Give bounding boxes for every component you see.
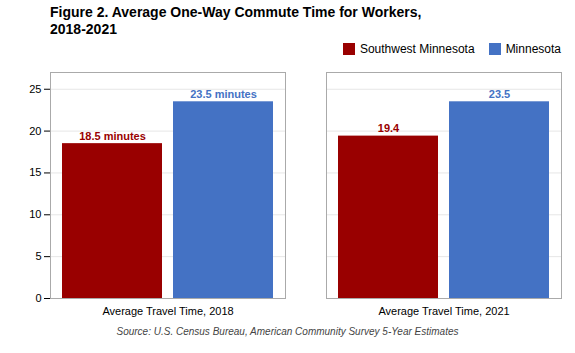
svg-text:18.5 minutes: 18.5 minutes [79,130,146,142]
svg-text:Average Travel Time, 2021: Average Travel Time, 2021 [378,305,509,317]
html-text:Minnesota: Minnesota [505,42,561,56]
html-text:Figure 2. Average One-Way Comm: Figure 2. Average One-Way Commute Time f… [50,4,422,37]
svg-text:0: 0 [35,292,41,304]
html-text:Southwest Minnesota: Southwest Minnesota [359,42,475,56]
svg-text:10: 10 [29,208,41,220]
svg-text:25: 25 [29,83,41,95]
svg-text:5: 5 [35,250,41,262]
html-text:Source: U.S. Census Bureau, Am: Source: U.S. Census Bureau, American Com… [116,326,459,337]
svg-text:Average Travel Time, 2018: Average Travel Time, 2018 [102,305,233,317]
svg-text:23.5 minutes: 23.5 minutes [190,88,257,100]
svg-text:23.5: 23.5 [489,88,510,100]
svg-text:20: 20 [29,125,41,137]
svg-text:19.4: 19.4 [378,122,400,134]
svg-text:15: 15 [29,166,41,178]
